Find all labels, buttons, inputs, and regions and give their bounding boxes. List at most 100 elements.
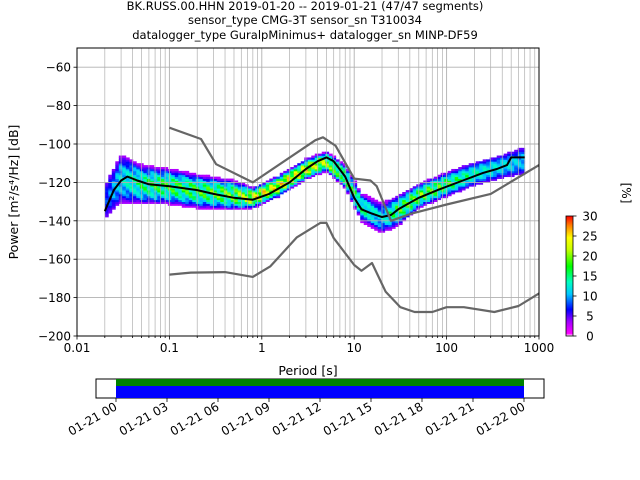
density-cell xyxy=(465,167,470,170)
density-cell xyxy=(325,165,330,168)
density-cell xyxy=(307,159,312,162)
density-cell xyxy=(409,193,414,197)
density-cell xyxy=(454,186,459,189)
density-cell xyxy=(199,176,204,179)
density-cell xyxy=(479,167,484,170)
density-cell xyxy=(223,205,228,208)
density-cell xyxy=(227,205,232,208)
density-cell xyxy=(356,188,361,191)
density-cell xyxy=(132,197,137,201)
density-cell xyxy=(136,199,141,202)
density-cell xyxy=(395,203,400,206)
density-cell xyxy=(216,184,221,187)
density-cell xyxy=(125,167,130,170)
density-cell xyxy=(209,207,214,210)
density-cell xyxy=(188,197,193,201)
timeline-tick-label: 01-21 18 xyxy=(372,399,426,438)
density-cell xyxy=(125,192,130,195)
density-cell xyxy=(230,197,235,201)
timeline-tick-label: 01-21 15 xyxy=(321,399,375,438)
density-cell xyxy=(188,195,193,199)
density-cell xyxy=(437,197,442,201)
density-cell xyxy=(122,157,127,160)
density-cell xyxy=(244,188,249,191)
density-cell xyxy=(143,193,148,197)
density-cell xyxy=(104,215,109,218)
density-cell xyxy=(272,178,277,181)
density-cell xyxy=(125,180,130,183)
density-cell xyxy=(461,186,466,189)
density-cell xyxy=(255,201,260,204)
density-cell xyxy=(489,165,494,168)
density-cell xyxy=(521,153,526,156)
density-cell xyxy=(349,188,354,191)
density-cell xyxy=(398,222,403,226)
density-cell xyxy=(314,165,319,168)
density-cell xyxy=(475,168,480,172)
density-cell xyxy=(125,159,130,162)
density-cell xyxy=(227,201,232,204)
density-cell xyxy=(199,188,204,191)
density-cell xyxy=(220,205,225,208)
density-cell xyxy=(416,193,421,197)
density-cell xyxy=(279,184,284,187)
density-cell xyxy=(290,168,295,172)
density-cell xyxy=(475,165,480,168)
density-cell xyxy=(370,209,375,212)
density-cell xyxy=(339,178,344,181)
density-cell xyxy=(363,220,368,224)
timeline-tick-label: 01-21 21 xyxy=(423,399,477,438)
density-cell xyxy=(150,199,155,202)
density-cell xyxy=(311,172,316,176)
density-cell xyxy=(181,190,186,193)
density-cell xyxy=(426,197,431,201)
density-cell xyxy=(377,228,382,231)
density-cell xyxy=(111,199,116,202)
density-cell xyxy=(111,193,116,197)
density-cell xyxy=(178,199,183,202)
density-cell xyxy=(171,182,176,185)
density-cell xyxy=(465,182,470,185)
density-cell xyxy=(374,209,379,212)
density-cell xyxy=(164,167,169,170)
density-cell xyxy=(412,201,417,204)
density-cell xyxy=(370,226,375,229)
density-cell xyxy=(468,180,473,183)
density-cell xyxy=(398,209,403,212)
density-cell xyxy=(272,182,277,185)
density-cell xyxy=(220,207,225,210)
density-cell xyxy=(255,192,260,195)
density-cell xyxy=(192,178,197,181)
density-cell xyxy=(388,205,393,208)
density-cell xyxy=(514,163,519,166)
density-cell xyxy=(244,205,249,208)
density-cell xyxy=(171,195,176,199)
density-cell xyxy=(230,199,235,202)
density-cell xyxy=(199,203,204,206)
density-cell xyxy=(437,192,442,195)
density-cell xyxy=(335,163,340,166)
density-cell xyxy=(258,197,263,201)
density-cell xyxy=(262,188,267,191)
density-cell xyxy=(335,172,340,176)
density-cell xyxy=(174,176,179,179)
density-cell xyxy=(482,161,487,164)
density-cell xyxy=(192,190,197,193)
density-cell xyxy=(521,168,526,172)
density-cell xyxy=(395,197,400,201)
density-cell xyxy=(216,207,221,210)
density-cell xyxy=(283,186,288,189)
density-cell xyxy=(405,197,410,201)
density-cell xyxy=(220,190,225,193)
density-cell xyxy=(416,192,421,195)
density-cell xyxy=(433,188,438,191)
density-cell xyxy=(104,192,109,195)
density-cell xyxy=(307,176,312,179)
density-cell xyxy=(482,176,487,179)
density-cell xyxy=(132,163,137,166)
timeline-band-data-available xyxy=(116,386,524,398)
density-cell xyxy=(181,178,186,181)
density-cell xyxy=(153,176,158,179)
density-cell xyxy=(419,186,424,189)
